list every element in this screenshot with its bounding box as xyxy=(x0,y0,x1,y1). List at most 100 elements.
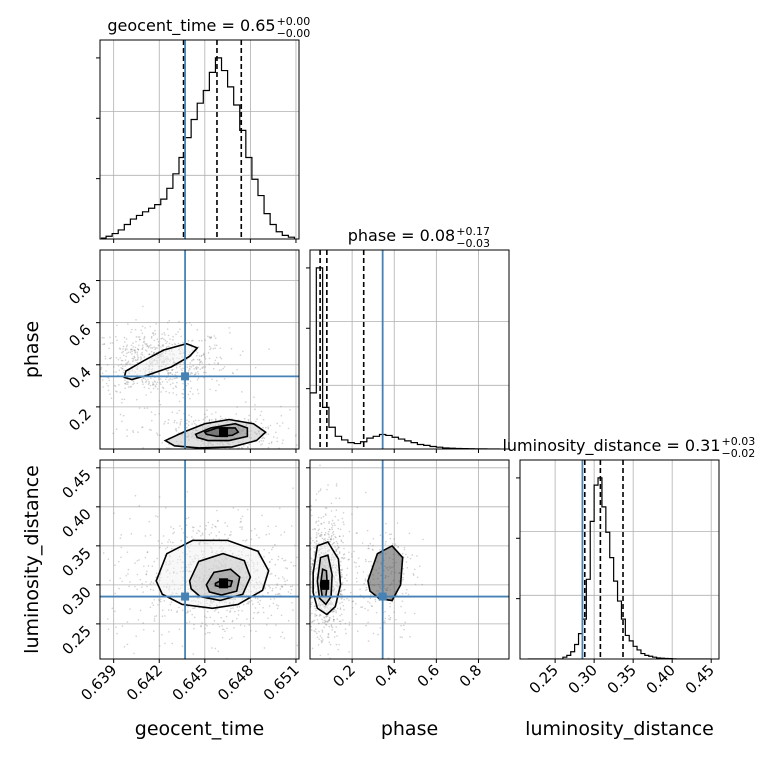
scatter-point xyxy=(138,504,141,507)
scatter-point xyxy=(122,365,124,367)
scatter-point xyxy=(348,651,350,653)
scatter-point xyxy=(311,612,313,615)
scatter-point xyxy=(206,409,208,412)
scatter-point xyxy=(239,624,242,626)
scatter-point xyxy=(142,377,145,379)
scatter-point xyxy=(158,378,160,381)
scatter-point xyxy=(168,372,170,374)
scatter-point xyxy=(259,444,262,446)
scatter-point xyxy=(348,530,351,533)
scatter-point xyxy=(149,606,152,609)
scatter-point xyxy=(204,633,207,635)
scatter-point xyxy=(138,559,140,561)
scatter-point xyxy=(320,523,322,525)
scatter-point xyxy=(119,537,122,539)
scatter-point xyxy=(329,540,331,543)
scatter-point xyxy=(336,544,339,547)
scatter-point xyxy=(116,632,118,635)
scatter-point xyxy=(234,610,236,613)
scatter-point xyxy=(120,359,123,362)
scatter-point xyxy=(164,615,166,617)
scatter-point xyxy=(338,643,340,646)
scatter-point xyxy=(340,620,342,623)
scatter-point xyxy=(167,541,169,543)
scatter-point xyxy=(156,347,158,349)
scatter-point xyxy=(171,373,174,376)
panel-frame xyxy=(309,459,510,660)
scatter-point xyxy=(369,542,372,545)
scatter-point xyxy=(134,350,136,353)
scatter-point xyxy=(343,598,346,601)
scatter-point xyxy=(400,624,402,627)
scatter-point xyxy=(252,603,254,605)
scatter-point xyxy=(142,628,145,631)
scatter-point xyxy=(226,609,228,612)
scatter-point xyxy=(268,348,270,350)
scatter-point xyxy=(173,343,176,345)
scatter-point xyxy=(224,449,226,451)
scatter-point xyxy=(215,608,217,611)
scatter-point xyxy=(322,541,325,543)
scatter-point xyxy=(250,599,253,602)
scatter-point xyxy=(210,336,213,339)
scatter-point xyxy=(124,341,126,343)
scatter-point xyxy=(287,427,290,430)
scatter-point xyxy=(341,556,344,559)
scatter-point xyxy=(319,535,321,537)
scatter-point xyxy=(167,422,169,425)
scatter-point xyxy=(171,642,174,645)
scatter-point xyxy=(132,431,135,433)
scatter-point xyxy=(120,534,122,536)
scatter-point xyxy=(136,573,139,576)
scatter-point xyxy=(179,453,181,455)
scatter-point xyxy=(311,564,314,566)
scatter-point xyxy=(144,327,146,329)
scatter-point xyxy=(328,616,331,619)
scatter-point xyxy=(414,583,417,586)
scatter-point xyxy=(145,343,147,346)
scatter-point xyxy=(302,584,304,586)
scatter-point xyxy=(142,591,144,593)
scatter-point xyxy=(379,534,382,536)
scatter-point xyxy=(274,574,277,577)
scatter-point xyxy=(230,607,232,610)
scatter-point xyxy=(335,548,337,550)
scatter-point xyxy=(119,391,122,394)
scatter-point xyxy=(295,434,297,436)
scatter-point xyxy=(136,382,139,385)
scatter-point xyxy=(57,345,59,347)
scatter-point xyxy=(318,420,320,422)
scatter-point xyxy=(192,607,194,610)
scatter-point xyxy=(332,610,335,612)
scatter-point xyxy=(259,414,262,417)
title-minus: −0.00 xyxy=(277,27,311,40)
scatter-point xyxy=(103,343,106,345)
scatter-point xyxy=(301,419,303,421)
scatter-point xyxy=(287,591,290,593)
scatter-point xyxy=(230,637,233,639)
scatter-point xyxy=(118,347,121,350)
scatter-point xyxy=(403,573,405,575)
scatter-point xyxy=(167,372,169,374)
scatter-point xyxy=(175,366,178,369)
scatter-point xyxy=(330,538,332,540)
scatter-point xyxy=(286,567,289,570)
scatter-point xyxy=(400,605,402,608)
scatter-point xyxy=(404,611,407,614)
scatter-point xyxy=(191,455,193,457)
scatter-point xyxy=(261,514,263,517)
scatter-point xyxy=(156,434,159,436)
scatter-point xyxy=(140,359,142,361)
scatter-point xyxy=(313,541,316,544)
scatter-point xyxy=(209,388,211,391)
scatter-point xyxy=(157,340,160,343)
scatter-point xyxy=(133,349,136,352)
scatter-point xyxy=(204,413,206,415)
axis-label-x-geocent_time: geocent_time xyxy=(135,718,264,740)
scatter-point xyxy=(207,521,210,524)
scatter-point xyxy=(282,450,284,452)
scatter-point xyxy=(232,507,235,509)
scatter-point xyxy=(318,622,320,625)
scatter-point xyxy=(340,571,342,574)
scatter-point xyxy=(369,594,372,596)
